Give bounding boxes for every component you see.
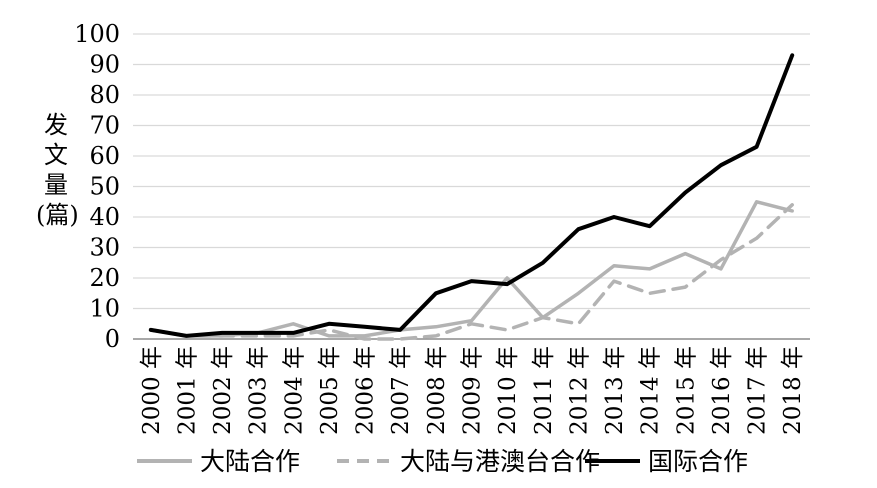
x-tick-label: 2014 年 — [638, 346, 664, 435]
x-tick-label: 2012 年 — [566, 346, 592, 435]
x-tick-label: 2017 年 — [745, 346, 771, 435]
x-tick-label: 2011 年 — [531, 346, 557, 435]
x-tick-label: 2005 年 — [317, 346, 343, 435]
y-axis-label: 发文量(篇) — [36, 111, 79, 229]
y-tick-label: 0 — [105, 325, 120, 353]
legend-label: 国际合作 — [648, 447, 748, 476]
x-tick-label: 2015 年 — [673, 346, 699, 435]
y-tick-label: 40 — [89, 203, 120, 231]
y-tick-label: 90 — [89, 51, 120, 79]
x-tick-label: 2008 年 — [424, 346, 450, 435]
x-tick-label: 2006 年 — [353, 346, 379, 435]
legend-label: 大陆合作 — [200, 447, 300, 476]
legend-label: 大陆与港澳台合作 — [400, 447, 600, 476]
x-tick-label: 2002 年 — [210, 346, 236, 435]
x-tick-label: 2007 年 — [388, 346, 414, 435]
x-tick-label: 2018 年 — [780, 346, 806, 435]
x-tick-label: 2000 年 — [139, 346, 165, 435]
series-line-1 — [149, 200, 794, 338]
y-tick-label: 20 — [89, 264, 120, 292]
x-tick-label: 2003 年 — [246, 346, 272, 435]
x-tick-label: 2016 年 — [709, 346, 735, 435]
y-tick-label: 30 — [89, 234, 120, 262]
y-tick-label: 50 — [89, 173, 120, 201]
x-tick-label: 2013 年 — [602, 346, 628, 435]
series-line-3 — [148, 53, 795, 338]
y-tick-label: 70 — [89, 112, 120, 140]
y-tick-label: 60 — [89, 142, 120, 170]
x-tick-label: 2010 年 — [495, 346, 521, 435]
x-tick-label: 2004 年 — [281, 346, 307, 435]
y-tick-label: 80 — [89, 81, 120, 109]
y-tick-label: 10 — [89, 295, 120, 323]
series-line-2 — [149, 203, 794, 341]
y-tick-label: 100 — [74, 20, 120, 48]
x-tick-label: 2009 年 — [460, 346, 486, 435]
x-tick-label: 2001 年 — [174, 346, 200, 435]
